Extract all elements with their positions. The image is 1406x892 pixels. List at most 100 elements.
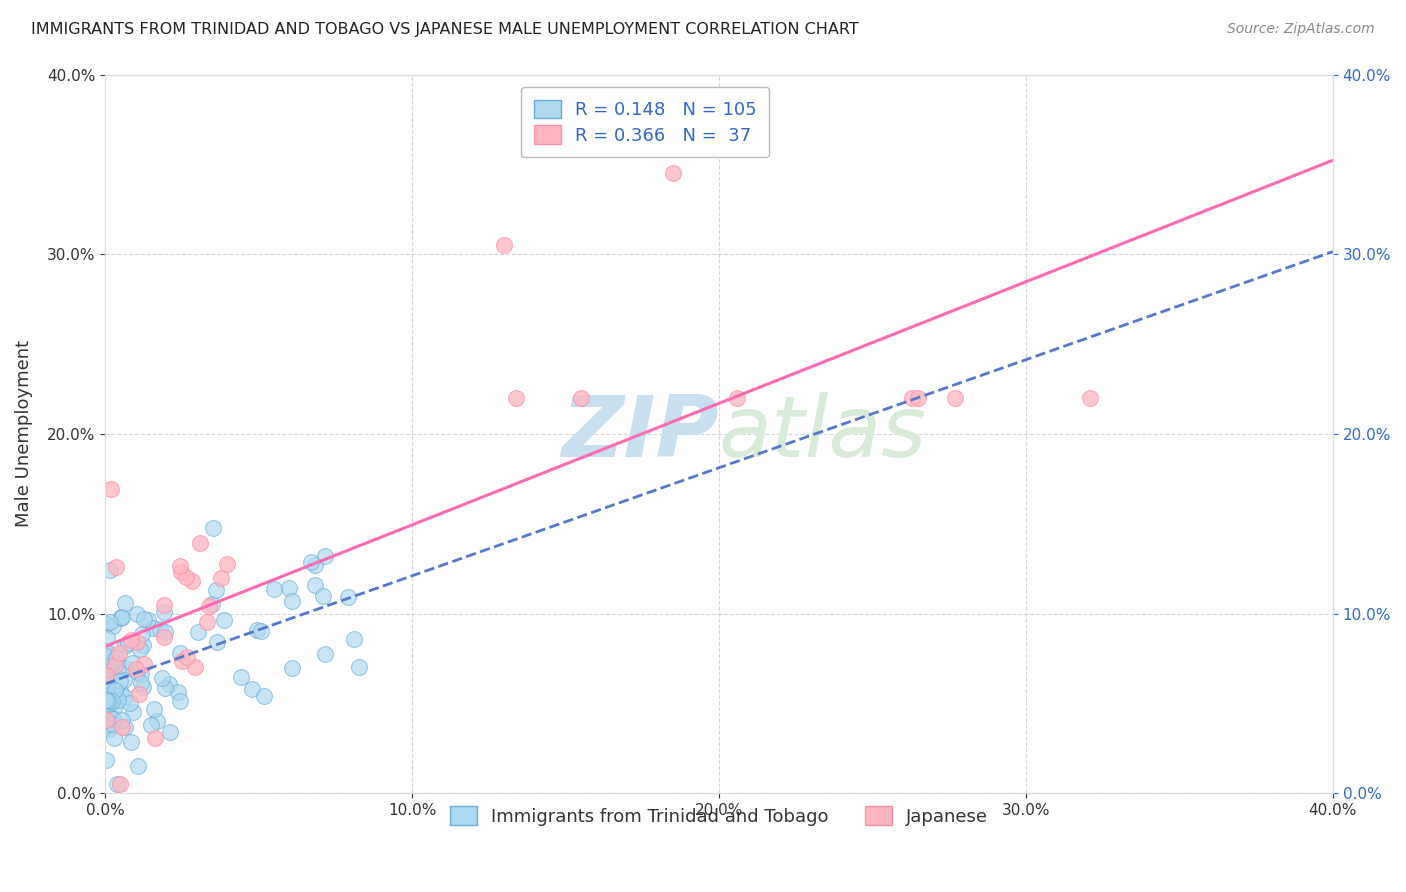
Point [201,597,224,611]
Point [112,673,135,687]
Point [94,693,117,707]
Text: ZIP: ZIP [561,392,718,475]
Point [131,676,153,690]
Point [263,582,285,596]
Point [97,690,120,705]
Point [97,693,120,707]
Point [249,624,271,639]
Point [96,690,118,704]
Point [104,682,127,697]
Y-axis label: Male Unemployment: Male Unemployment [15,341,32,527]
Point [187,624,209,639]
Point [125,635,148,649]
Point [347,660,370,674]
Point [101,656,124,670]
Point [110,611,132,625]
Point [152,598,174,612]
Point [94,616,117,631]
Point [901,391,924,405]
Point [155,681,177,696]
Point [128,687,150,701]
Point [121,656,143,670]
Point [110,686,132,700]
Point [94,753,117,767]
Text: Source: ZipAtlas.com: Source: ZipAtlas.com [1227,22,1375,37]
Point [111,713,134,727]
Text: atlas: atlas [718,392,927,475]
Point [150,671,173,685]
Point [180,574,202,589]
Point [127,665,149,679]
Point [907,391,929,405]
Point [141,718,163,732]
Point [101,660,124,674]
Point [304,578,326,592]
Point [98,693,121,707]
Point [111,610,134,624]
Point [98,693,121,707]
Point [1078,391,1101,405]
Point [129,667,152,681]
Point [114,690,136,704]
Point [107,693,129,707]
Point [101,717,124,731]
Point [104,682,127,697]
Point [101,655,124,669]
Point [157,677,180,691]
Point [101,694,124,708]
Point [198,599,221,614]
Point [132,639,155,653]
Point [97,697,120,711]
Point [174,570,197,584]
Point [125,607,148,621]
Point [281,661,304,675]
Point [96,656,118,670]
Point [169,558,191,573]
Point [205,634,228,648]
Point [169,694,191,708]
Point [129,642,152,657]
Point [166,685,188,699]
Point [114,596,136,610]
Point [107,665,129,679]
Point [97,662,120,676]
Point [209,571,232,585]
Point [662,166,685,180]
Point [100,711,122,725]
Point [229,669,252,683]
Point [153,624,176,639]
Point [304,558,326,572]
Point [494,238,516,252]
Point [110,610,132,624]
Point [98,722,121,736]
Point [195,615,218,630]
Point [103,731,125,745]
Point [142,622,165,636]
Point [111,720,134,734]
Point [114,720,136,734]
Point [100,483,122,497]
Point [169,647,191,661]
Point [725,391,748,405]
Point [98,719,121,733]
Text: IMMIGRANTS FROM TRINIDAD AND TOBAGO VS JAPANESE MALE UNEMPLOYMENT CORRELATION CH: IMMIGRANTS FROM TRINIDAD AND TOBAGO VS J… [31,22,859,37]
Point [127,758,149,772]
Point [149,622,172,636]
Point [96,631,118,645]
Point [114,660,136,674]
Point [94,668,117,682]
Point [104,651,127,665]
Point [94,713,117,727]
Point [117,636,139,650]
Point [246,623,269,637]
Point [240,682,263,697]
Point [108,674,131,689]
Point [98,615,121,629]
Point [121,735,143,749]
Point [101,619,124,633]
Point [188,535,211,549]
Point [343,632,366,647]
Legend: Immigrants from Trinidad and Tobago, Japanese: Immigrants from Trinidad and Tobago, Jap… [440,797,997,835]
Point [184,659,207,673]
Point [505,391,527,405]
